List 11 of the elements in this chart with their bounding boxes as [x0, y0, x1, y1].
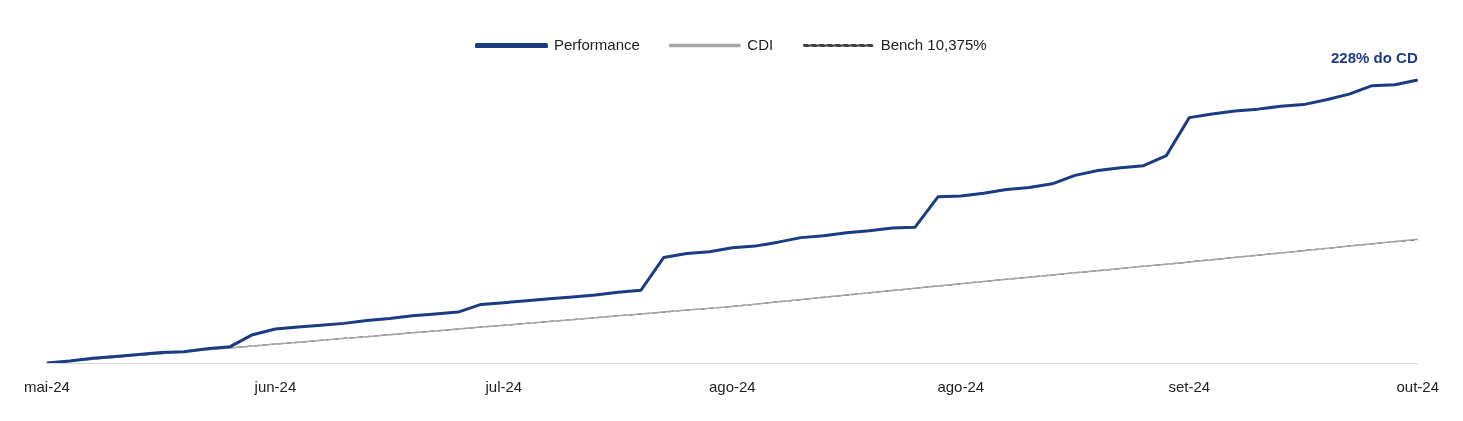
legend-label: Bench 10,375%: [880, 35, 987, 53]
annotation: 228% do CD: [1331, 48, 1418, 66]
x-tick-label: jun-24: [253, 378, 297, 396]
legend-label: CDI: [747, 35, 774, 53]
legend-label: Performance: [553, 35, 640, 53]
x-tick-label: ago-24: [708, 378, 756, 396]
x-tick-label: ago-24: [937, 378, 985, 396]
x-tick-label: mai-24: [24, 378, 70, 396]
x-tick-label: jul-24: [484, 378, 523, 396]
x-tick-label: set-24: [1168, 378, 1211, 396]
x-tick-label: out-24: [1396, 378, 1440, 396]
